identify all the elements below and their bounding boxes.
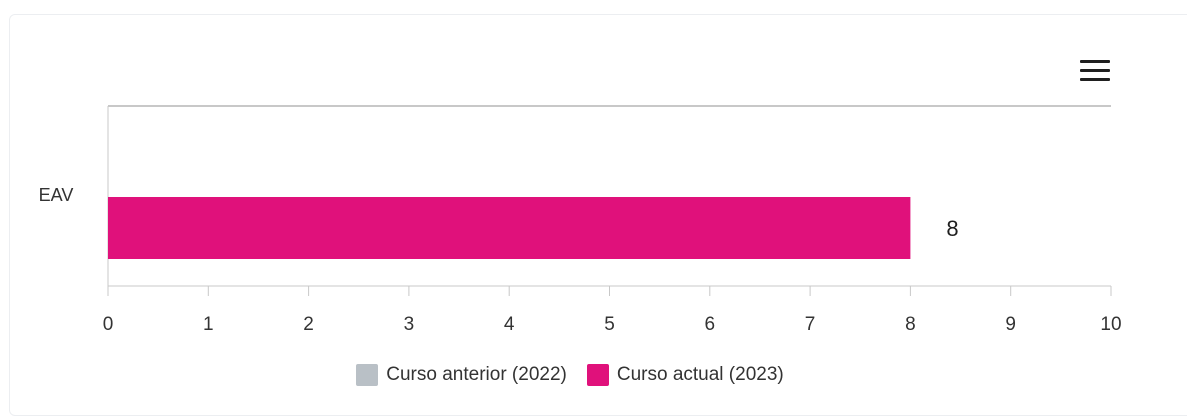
bar-chart: 0 1 2 3 4 5 6 7 8 9 10 EAV 8 <box>39 105 1122 335</box>
x-tick-label: 0 <box>103 314 114 335</box>
x-tick-label: 3 <box>404 314 415 335</box>
legend-item-current[interactable]: Curso actual (2023) <box>586 364 784 386</box>
x-tick-label: 7 <box>805 314 816 335</box>
data-label-eav: 8 <box>946 216 958 241</box>
legend-swatch-previous <box>356 364 379 386</box>
legend-swatch-current <box>586 364 609 386</box>
category-label: EAV <box>39 185 74 205</box>
x-tick-label: 4 <box>504 314 515 335</box>
legend-item-previous[interactable]: Curso anterior (2022) <box>356 364 567 386</box>
hamburger-menu-icon[interactable] <box>1078 58 1112 84</box>
x-tick-label: 1 <box>203 314 214 335</box>
legend: Curso anterior (2022) Curso actual (2023… <box>0 364 1140 386</box>
x-tick-label: 6 <box>705 314 716 335</box>
x-tick-label: 9 <box>1005 314 1016 335</box>
x-tick-label: 5 <box>604 314 615 335</box>
legend-label-previous: Curso anterior (2022) <box>386 364 567 385</box>
x-tick-label: 10 <box>1100 314 1121 335</box>
legend-label-current: Curso actual (2023) <box>616 364 784 385</box>
x-tick-label: 2 <box>303 314 314 335</box>
x-tick-label: 8 <box>905 314 916 335</box>
bar-curso-actual-eav[interactable] <box>108 197 911 259</box>
